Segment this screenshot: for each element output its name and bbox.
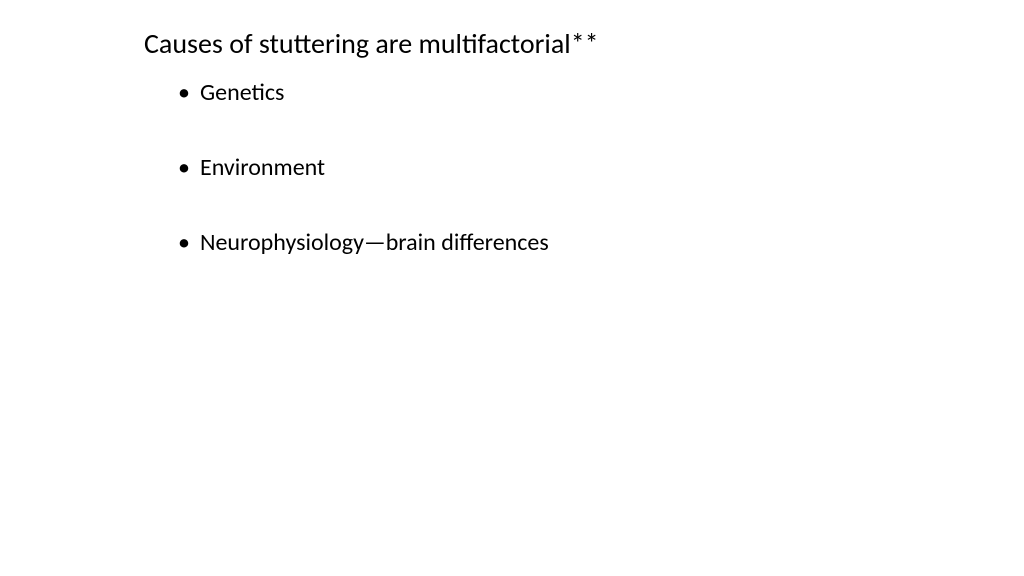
list-item: Neurophysiology—brain differences	[178, 228, 549, 257]
bullet-list: Genetics Environment Neurophysiology—bra…	[178, 78, 549, 303]
list-item: Environment	[178, 153, 549, 182]
list-item: Genetics	[178, 78, 549, 107]
slide-title: Causes of stuttering are multifactorial*…	[144, 26, 599, 61]
